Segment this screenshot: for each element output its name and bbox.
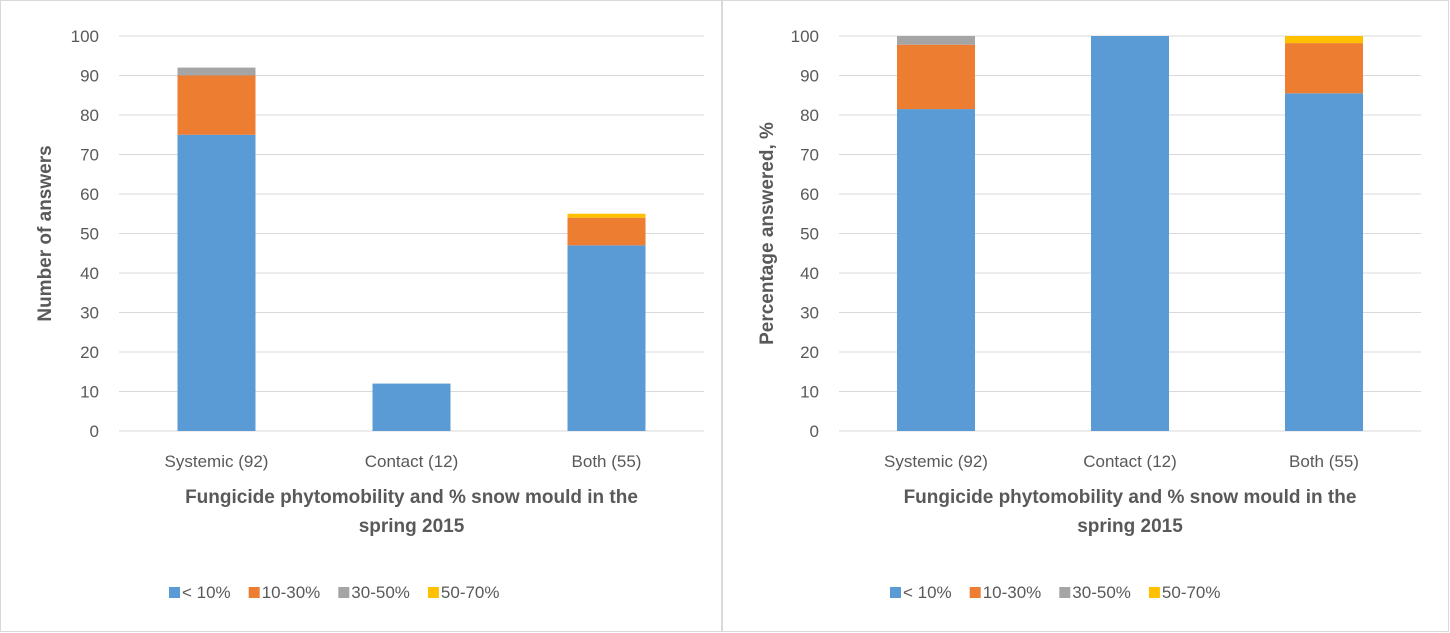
left-legend-label-0: < 10% bbox=[182, 583, 231, 602]
right-legend-label-3: 50-70% bbox=[1162, 583, 1221, 602]
right-ytick-label-40: 40 bbox=[800, 264, 819, 283]
right-bar-cat0-series1 bbox=[897, 44, 975, 110]
left-ytick-label-40: 40 bbox=[80, 264, 99, 283]
left-ytick-label-90: 90 bbox=[80, 67, 99, 86]
right-bar-cat0-series0 bbox=[897, 109, 975, 431]
left-bar-cat2-series0 bbox=[567, 245, 646, 431]
right-ytick-label-60: 60 bbox=[800, 185, 819, 204]
right-bar-cat2-series3 bbox=[1285, 36, 1363, 44]
left-legend-swatch-2 bbox=[338, 587, 350, 598]
left-bar-cat1-series0 bbox=[372, 383, 451, 431]
left-ytick-label-50: 50 bbox=[80, 225, 99, 244]
left-ytick-label-70: 70 bbox=[80, 146, 99, 165]
right-legend-label-2: 30-50% bbox=[1072, 583, 1131, 602]
right-ytick-label-0: 0 bbox=[810, 422, 819, 441]
left-ytick-label-60: 60 bbox=[80, 185, 99, 204]
left-ytick-label-0: 0 bbox=[90, 422, 99, 441]
right-ytick-label-30: 30 bbox=[800, 304, 819, 323]
right-legend-swatch-2 bbox=[1059, 587, 1071, 598]
left-bar-cat2-series3 bbox=[567, 213, 646, 218]
left-ytick-label-30: 30 bbox=[80, 304, 99, 323]
right-bar-cat2-series1 bbox=[1285, 43, 1363, 94]
left-x-axis-title-line-2: spring 2015 bbox=[359, 516, 465, 537]
chart-right-svg: 0 10 20 30 40 50 60 70 80 90 100 Systemic (92) Conta… bbox=[757, 27, 1421, 602]
chart-panel-right: 0 10 20 30 40 50 60 70 80 90 100 Systemic (92) Conta… bbox=[722, 0, 1449, 632]
right-legend-label-1: 10-30% bbox=[983, 583, 1042, 602]
left-legend-swatch-3 bbox=[427, 587, 439, 598]
left-xtick-label-0: Systemic (92) bbox=[165, 452, 269, 471]
left-bar-cat0-series2 bbox=[177, 67, 256, 76]
left-legend-swatch-0 bbox=[169, 587, 180, 598]
right-ytick-label-100: 100 bbox=[791, 27, 819, 46]
right-x-axis-title-line-2: spring 2015 bbox=[1077, 516, 1183, 537]
left-bar-cat0-series0 bbox=[177, 134, 256, 431]
left-y-axis-title: Number of answers bbox=[35, 145, 56, 321]
chart-panel-left: 0 10 20 30 40 50 60 70 80 90 100 Systemic (92) Conta… bbox=[0, 0, 722, 632]
left-legend-label-1: 10-30% bbox=[262, 583, 321, 602]
right-xtick-label-1: Contact (12) bbox=[1083, 452, 1177, 471]
left-xtick-label-2: Both (55) bbox=[572, 452, 642, 471]
right-ytick-label-20: 20 bbox=[800, 343, 819, 362]
left-ytick-label-80: 80 bbox=[80, 106, 99, 125]
right-legend-swatch-1 bbox=[969, 587, 981, 598]
right-ytick-label-70: 70 bbox=[800, 146, 819, 165]
right-legend-label-0: < 10% bbox=[903, 583, 952, 602]
right-ytick-label-90: 90 bbox=[800, 67, 819, 86]
left-ytick-label-100: 100 bbox=[71, 27, 99, 46]
left-bar-cat0-series1 bbox=[177, 75, 256, 135]
right-xtick-label-2: Both (55) bbox=[1289, 452, 1359, 471]
right-bar-cat0-series2 bbox=[897, 36, 975, 45]
left-x-axis-title-line-1: Fungicide phytomobility and % snow mould… bbox=[185, 487, 638, 508]
left-ytick-label-10: 10 bbox=[80, 383, 99, 402]
left-bar-cat2-series1 bbox=[567, 217, 646, 246]
left-xtick-label-1: Contact (12) bbox=[365, 452, 459, 471]
left-legend-label-3: 50-70% bbox=[441, 583, 500, 602]
right-xtick-label-0: Systemic (92) bbox=[884, 452, 988, 471]
left-legend-swatch-1 bbox=[248, 587, 260, 598]
right-legend-swatch-0 bbox=[890, 587, 901, 598]
right-bar-cat2-series0 bbox=[1285, 93, 1363, 432]
right-ytick-label-50: 50 bbox=[800, 225, 819, 244]
right-ytick-label-80: 80 bbox=[800, 106, 819, 125]
right-y-axis-title: Percentage answered, % bbox=[757, 122, 778, 345]
right-legend-swatch-3 bbox=[1148, 587, 1160, 598]
left-ytick-label-20: 20 bbox=[80, 343, 99, 362]
right-bar-cat1-series0 bbox=[1091, 36, 1169, 431]
right-x-axis-title-line-1: Fungicide phytomobility and % snow mould… bbox=[904, 487, 1357, 508]
chart-left-svg: 0 10 20 30 40 50 60 70 80 90 100 Systemic (92) Conta… bbox=[35, 27, 704, 602]
right-ytick-label-10: 10 bbox=[800, 383, 819, 402]
left-legend-label-2: 30-50% bbox=[351, 583, 410, 602]
